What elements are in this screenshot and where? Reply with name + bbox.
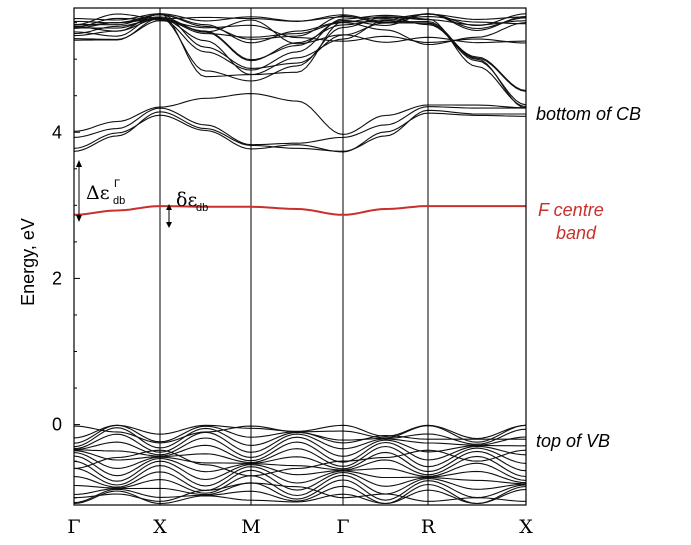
y-axis-label: Energy, eV <box>18 218 38 306</box>
plot-frame <box>73 7 527 506</box>
x-tick-label: Γ <box>67 516 80 538</box>
annotation-top-of-vb: top of VB <box>536 431 610 451</box>
f-centre-band-line <box>73 205 526 216</box>
valence-band-line <box>73 455 527 478</box>
valence-band-line <box>73 441 527 463</box>
annotation-f-centre: F centre <box>538 200 604 220</box>
x-tick-label: Γ <box>336 516 349 538</box>
x-tick-label: M <box>241 516 260 538</box>
f-centre-band <box>73 205 526 216</box>
conduction-band-line <box>73 106 526 146</box>
valence-band-line <box>73 465 527 487</box>
conduction-band-line <box>74 17 527 45</box>
valence-band-line <box>73 445 527 468</box>
annotation-band: band <box>556 223 597 243</box>
conduction-band-line <box>73 13 527 27</box>
valence-band-line <box>73 427 527 449</box>
valence-band-line <box>73 474 527 497</box>
conduction-band-line <box>73 109 526 152</box>
conduction-band-line <box>73 112 526 153</box>
x-tick-label: X <box>153 516 167 538</box>
delta-gap-subscript: db <box>113 195 125 207</box>
conduction-band-line <box>74 20 527 44</box>
x-tick-label: X <box>519 516 533 538</box>
delta-gap-symbol: Δε <box>86 182 110 204</box>
valence-band-line <box>73 431 527 453</box>
y-axis-ticks: 0 2 4 <box>52 22 80 499</box>
dispersion-symbol: δε <box>176 189 197 211</box>
band-lines <box>73 13 527 505</box>
delta-gap-superscript: Γ <box>114 178 120 190</box>
delta-gap-arrow <box>76 160 82 222</box>
valence-band-line <box>73 436 526 458</box>
conduction-band-line <box>73 93 526 135</box>
valence-band-line <box>73 424 527 444</box>
conduction-band-line <box>73 13 527 61</box>
k-point-dividers <box>159 8 429 505</box>
y-tick-label: 4 <box>52 122 62 142</box>
dispersion-arrow <box>166 204 172 228</box>
y-tick-label: 2 <box>52 268 62 288</box>
valence-band-line <box>73 479 527 501</box>
dispersion-subscript: db <box>196 202 208 214</box>
conduction-band-line <box>73 13 527 92</box>
valence-band-line <box>73 488 527 505</box>
valence-band-line <box>73 450 527 473</box>
valence-band-line <box>73 483 527 505</box>
valence-band-line <box>73 482 526 502</box>
valence-band-line <box>73 460 527 482</box>
annotation-bottom-of-cb: bottom of CB <box>536 104 641 124</box>
x-tick-label: R <box>421 516 436 538</box>
y-tick-label: 0 <box>52 415 62 435</box>
conduction-band-line <box>73 14 527 108</box>
valence-band-line <box>73 469 527 491</box>
